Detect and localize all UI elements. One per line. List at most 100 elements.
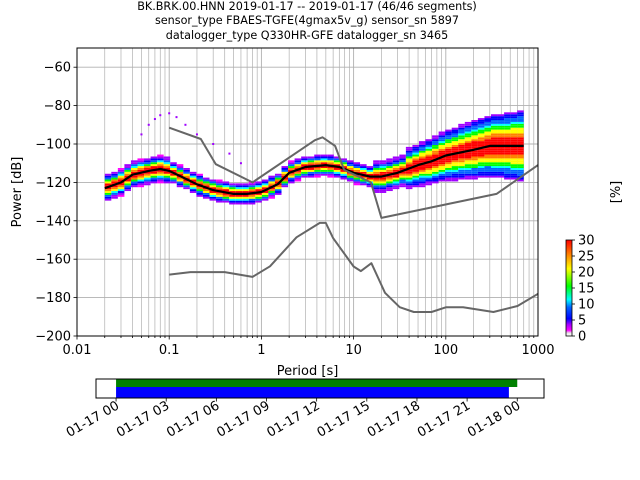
histogram-cell: [438, 135, 446, 138]
histogram-cell: [314, 156, 321, 159]
colorbar-label: [%]: [609, 181, 624, 204]
histogram-cell: [432, 179, 439, 182]
histogram-cell: [418, 169, 426, 172]
histogram-cell: [425, 144, 433, 147]
histogram-cell: [281, 183, 289, 186]
histogram-cell: [360, 168, 367, 170]
histogram-cell: [209, 181, 217, 184]
histogram-cell: [209, 183, 217, 186]
histogram-cell: [229, 200, 236, 203]
histogram-cell: [438, 148, 446, 151]
histogram-cell: [451, 127, 459, 130]
histogram-cell: [497, 118, 505, 120]
histogram-cell: [477, 120, 485, 122]
histogram-cell: [432, 177, 439, 180]
histogram-cell: [484, 152, 491, 155]
histogram-cell: [301, 160, 308, 163]
histogram-cell: [137, 183, 145, 186]
histogram-cell: [497, 137, 505, 140]
histogram-cell: [255, 196, 262, 199]
histogram-cell: [438, 173, 446, 176]
histogram-cell: [458, 139, 465, 142]
histogram-cell: [360, 169, 367, 172]
histogram-cell: [418, 173, 426, 176]
histogram-cell: [111, 194, 118, 197]
histogram-cell: [418, 179, 426, 182]
histogram-cell: [150, 158, 158, 161]
histogram-cell: [438, 146, 446, 149]
colorbar-gradient: [565, 239, 573, 337]
histogram-cell: [320, 169, 328, 172]
histogram-cell: [484, 160, 491, 163]
histogram-cell: [392, 164, 400, 167]
histogram-cell: [504, 121, 511, 124]
histogram-cell: [144, 181, 151, 184]
histogram-cell: [392, 166, 400, 168]
histogram-cell: [445, 160, 452, 163]
histogram-cell: [373, 189, 380, 192]
histogram-cell: [170, 181, 177, 184]
histogram-cell: [111, 171, 118, 174]
histogram-outlier: [147, 123, 150, 126]
histogram-cell: [418, 183, 426, 186]
histogram-cell: [464, 123, 472, 126]
histogram-cell: [144, 171, 151, 174]
histogram-cell: [517, 168, 524, 170]
histogram-cell: [307, 175, 315, 178]
histogram-cell: [510, 173, 518, 176]
histogram-cell: [373, 191, 380, 193]
histogram-cell: [477, 135, 485, 138]
histogram-cell: [517, 162, 524, 165]
histogram-cell: [471, 169, 478, 172]
histogram-cell: [438, 152, 446, 155]
histogram-cell: [353, 177, 361, 180]
histogram-cell: [392, 187, 400, 190]
histogram-cell: [412, 177, 419, 180]
histogram-cell: [196, 189, 203, 192]
histogram-cell: [360, 175, 367, 178]
histogram-cell: [451, 166, 459, 168]
histogram-cell: [484, 139, 491, 142]
histogram-cell: [405, 154, 413, 157]
histogram-cell: [445, 169, 452, 172]
histogram-cell: [490, 131, 498, 134]
histogram-cell: [104, 198, 112, 201]
histogram-cell: [504, 156, 511, 159]
histogram-cell: [242, 194, 249, 197]
histogram-cell: [183, 179, 190, 182]
histogram-cell: [130, 168, 138, 170]
histogram-cell: [451, 171, 459, 174]
histogram-cell: [268, 189, 275, 192]
histogram-cell: [189, 183, 197, 186]
histogram-cell: [202, 185, 210, 188]
histogram-cell: [412, 160, 419, 163]
histogram-cell: [176, 164, 184, 167]
histogram-cell: [471, 156, 478, 159]
colorbar-tick-label: 30: [578, 234, 595, 249]
histogram-cell: [379, 171, 387, 174]
histogram-cell: [130, 177, 138, 180]
y-tick-label: −120: [35, 176, 71, 191]
histogram-cell: [170, 175, 177, 178]
histogram-cell: [346, 160, 354, 163]
histogram-cell: [176, 183, 184, 186]
histogram-cell: [327, 168, 334, 170]
histogram-cell: [307, 158, 315, 161]
histogram-cell: [517, 118, 524, 120]
histogram-cell: [405, 177, 413, 180]
histogram-cell: [412, 173, 419, 176]
histogram-cell: [412, 158, 419, 161]
histogram-cell: [202, 191, 210, 193]
histogram-cell: [130, 169, 138, 172]
histogram-cell: [281, 173, 289, 176]
histogram-cell: [445, 152, 452, 155]
histogram-cell: [412, 152, 419, 155]
histogram-cell: [490, 127, 498, 130]
x-tick-label: 0.01: [63, 343, 92, 358]
histogram-cell: [268, 179, 275, 182]
histogram-cell: [484, 129, 491, 132]
colorbar-tick-label: 10: [578, 298, 595, 313]
histogram-cell: [222, 198, 230, 201]
histogram-cell: [471, 175, 478, 178]
histogram-cell: [294, 175, 302, 178]
